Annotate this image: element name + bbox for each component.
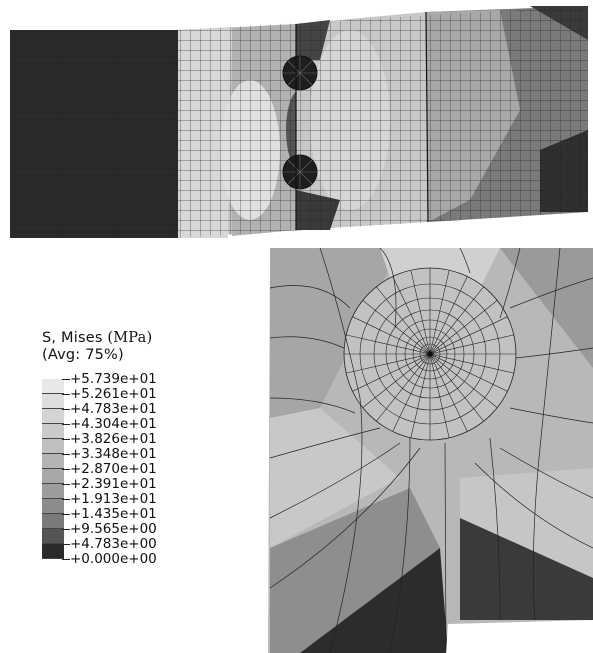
legend-tick-mark: [62, 439, 70, 440]
legend-swatch: [42, 499, 64, 514]
legend-tick-label: +4.783e+01: [70, 401, 157, 417]
mesh-spoke: [432, 316, 508, 353]
legend-swatch: [42, 484, 64, 499]
mesh-spoke: [376, 356, 429, 422]
legend-tick-label: +5.261e+01: [70, 386, 157, 402]
specimen-mesh-overview: [10, 6, 588, 238]
mesh-spoke: [346, 354, 428, 374]
mesh-spoke: [432, 334, 514, 354]
legend-swatch: [42, 439, 64, 454]
legend-swatch: [42, 529, 64, 544]
legend-tick-mark: [62, 454, 70, 455]
legend-tick-label: +4.783e+00: [70, 536, 157, 552]
legend-swatch: [42, 379, 64, 394]
mesh-spoke: [392, 276, 429, 352]
mesh-spoke: [431, 356, 484, 422]
legend-tick-mark: [62, 529, 70, 530]
mesh-spoke: [346, 334, 428, 354]
legend-swatch: [42, 454, 64, 469]
stress-legend: S, Mises (MPa) (Avg: 75%) +5.739e+01 +5.2…: [42, 330, 242, 566]
legend-title: S, Mises (MPa): [42, 330, 242, 347]
mesh-spoke: [432, 355, 508, 392]
mesh-spoke: [432, 300, 498, 353]
legend-tick-label: +0.000e+00: [70, 551, 157, 567]
legend-subtitle: (Avg: 75%): [42, 347, 124, 363]
legend-tick-mark: [62, 484, 70, 485]
legend-title-text: S, Mises: [42, 330, 108, 346]
mesh-spoke: [376, 286, 429, 352]
legend-tick-mark: [62, 514, 70, 515]
legend-swatch: [42, 514, 64, 529]
mesh-spoke: [432, 355, 498, 408]
mesh-spoke: [410, 270, 430, 352]
legend-tick-mark: [62, 379, 70, 380]
hole-detail-mesh: [268, 248, 593, 653]
legend-tick-mark: [62, 424, 70, 425]
mesh-spoke: [430, 356, 450, 438]
legend-tick-label: +3.826e+01: [70, 431, 157, 447]
legend-tick-label: +4.304e+01: [70, 416, 157, 432]
legend-tick-mark: [62, 469, 70, 470]
legend-tick-mark: [62, 544, 70, 545]
legend-tick-label: +9.565e+00: [70, 521, 157, 537]
mesh-spoke: [392, 356, 429, 432]
legend-swatch: [42, 544, 64, 559]
legend-tick-label: +2.870e+01: [70, 461, 157, 477]
legend-tick-mark: [62, 559, 70, 560]
mesh-spoke: [362, 355, 428, 408]
legend-tick-label: +5.739e+01: [70, 371, 157, 387]
legend-title-unit: (MPa): [107, 330, 153, 346]
legend-scale: +5.739e+01 +5.261e+01 +4.783e+01 +4.304e+01…: [42, 372, 242, 568]
legend-tick-label: +2.391e+01: [70, 476, 157, 492]
legend-swatch: [42, 409, 64, 424]
mesh-spoke: [431, 356, 468, 432]
legend-tick-label: +1.435e+01: [70, 506, 157, 522]
legend-swatch: [42, 469, 64, 484]
mesh-spoke: [352, 355, 428, 392]
mesh-spoke: [410, 356, 430, 438]
mesh-spoke: [431, 286, 484, 352]
legend-swatch: [42, 394, 64, 409]
legend-tick-label: +3.348e+01: [70, 446, 157, 462]
mesh-spoke: [432, 354, 514, 374]
mesh-spoke: [352, 316, 428, 353]
legend-tick-mark: [62, 409, 70, 410]
mesh-spoke: [430, 270, 450, 352]
legend-tick-label: +1.913e+01: [70, 491, 157, 507]
legend-swatch: [42, 424, 64, 439]
mesh-spoke: [431, 276, 468, 352]
legend-tick-mark: [62, 394, 70, 395]
legend-tick-mark: [62, 499, 70, 500]
